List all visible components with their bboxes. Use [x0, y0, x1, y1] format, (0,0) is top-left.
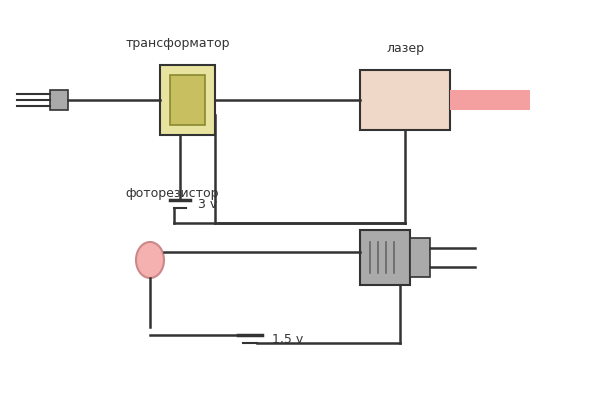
- Bar: [450, 90, 530, 110]
- FancyBboxPatch shape: [160, 65, 215, 135]
- Text: 3 v: 3 v: [198, 198, 217, 211]
- Text: фоторезистор: фоторезистор: [125, 187, 218, 200]
- Bar: [360, 230, 410, 285]
- Text: трансформатор: трансформатор: [126, 37, 230, 50]
- Bar: [410, 238, 430, 277]
- Bar: [50, 90, 68, 110]
- Text: лазер: лазер: [386, 42, 424, 55]
- Text: 1,5 v: 1,5 v: [272, 332, 303, 346]
- FancyBboxPatch shape: [360, 70, 450, 130]
- Ellipse shape: [136, 242, 164, 278]
- Bar: [170, 75, 205, 125]
